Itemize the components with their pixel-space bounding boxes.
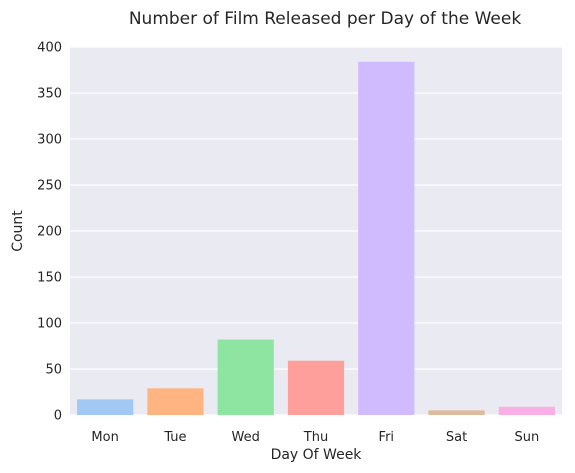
chart-title: Number of Film Released per Day of the W… bbox=[129, 9, 521, 29]
y-tick-label: 50 bbox=[45, 363, 62, 378]
bar-sat bbox=[428, 410, 485, 415]
bar-mon bbox=[77, 399, 134, 415]
bar-wed bbox=[217, 339, 274, 415]
x-tick-label: Mon bbox=[91, 430, 118, 445]
bar-tue bbox=[147, 388, 204, 415]
y-tick-label: 350 bbox=[37, 87, 62, 102]
y-tick-label: 0 bbox=[54, 409, 62, 424]
y-axis-label: Count bbox=[10, 210, 26, 252]
y-tick-label: 200 bbox=[37, 225, 62, 240]
x-axis-label: Day Of Week bbox=[271, 447, 363, 463]
bar-fri bbox=[358, 61, 415, 415]
y-tick-label: 100 bbox=[37, 317, 62, 332]
x-tick-labels: Mon Tue Wed Thu Fri Sat Sun bbox=[91, 430, 539, 445]
x-tick-label: Wed bbox=[232, 430, 260, 445]
y-tick-label: 300 bbox=[37, 133, 62, 148]
x-tick-label: Sun bbox=[514, 430, 539, 445]
y-tick-label: 400 bbox=[37, 41, 62, 56]
x-tick-label: Fri bbox=[379, 430, 395, 445]
y-tick-label: 150 bbox=[37, 271, 62, 286]
y-tick-labels: 0 50 100 150 200 250 300 350 400 bbox=[37, 41, 62, 424]
x-tick-label: Thu bbox=[303, 430, 328, 445]
y-tick-label: 250 bbox=[37, 179, 62, 194]
bar-thu bbox=[287, 360, 345, 415]
bar-sun bbox=[498, 406, 555, 415]
x-tick-label: Sat bbox=[446, 430, 467, 445]
bars bbox=[77, 61, 555, 415]
x-tick-label: Tue bbox=[163, 430, 186, 445]
